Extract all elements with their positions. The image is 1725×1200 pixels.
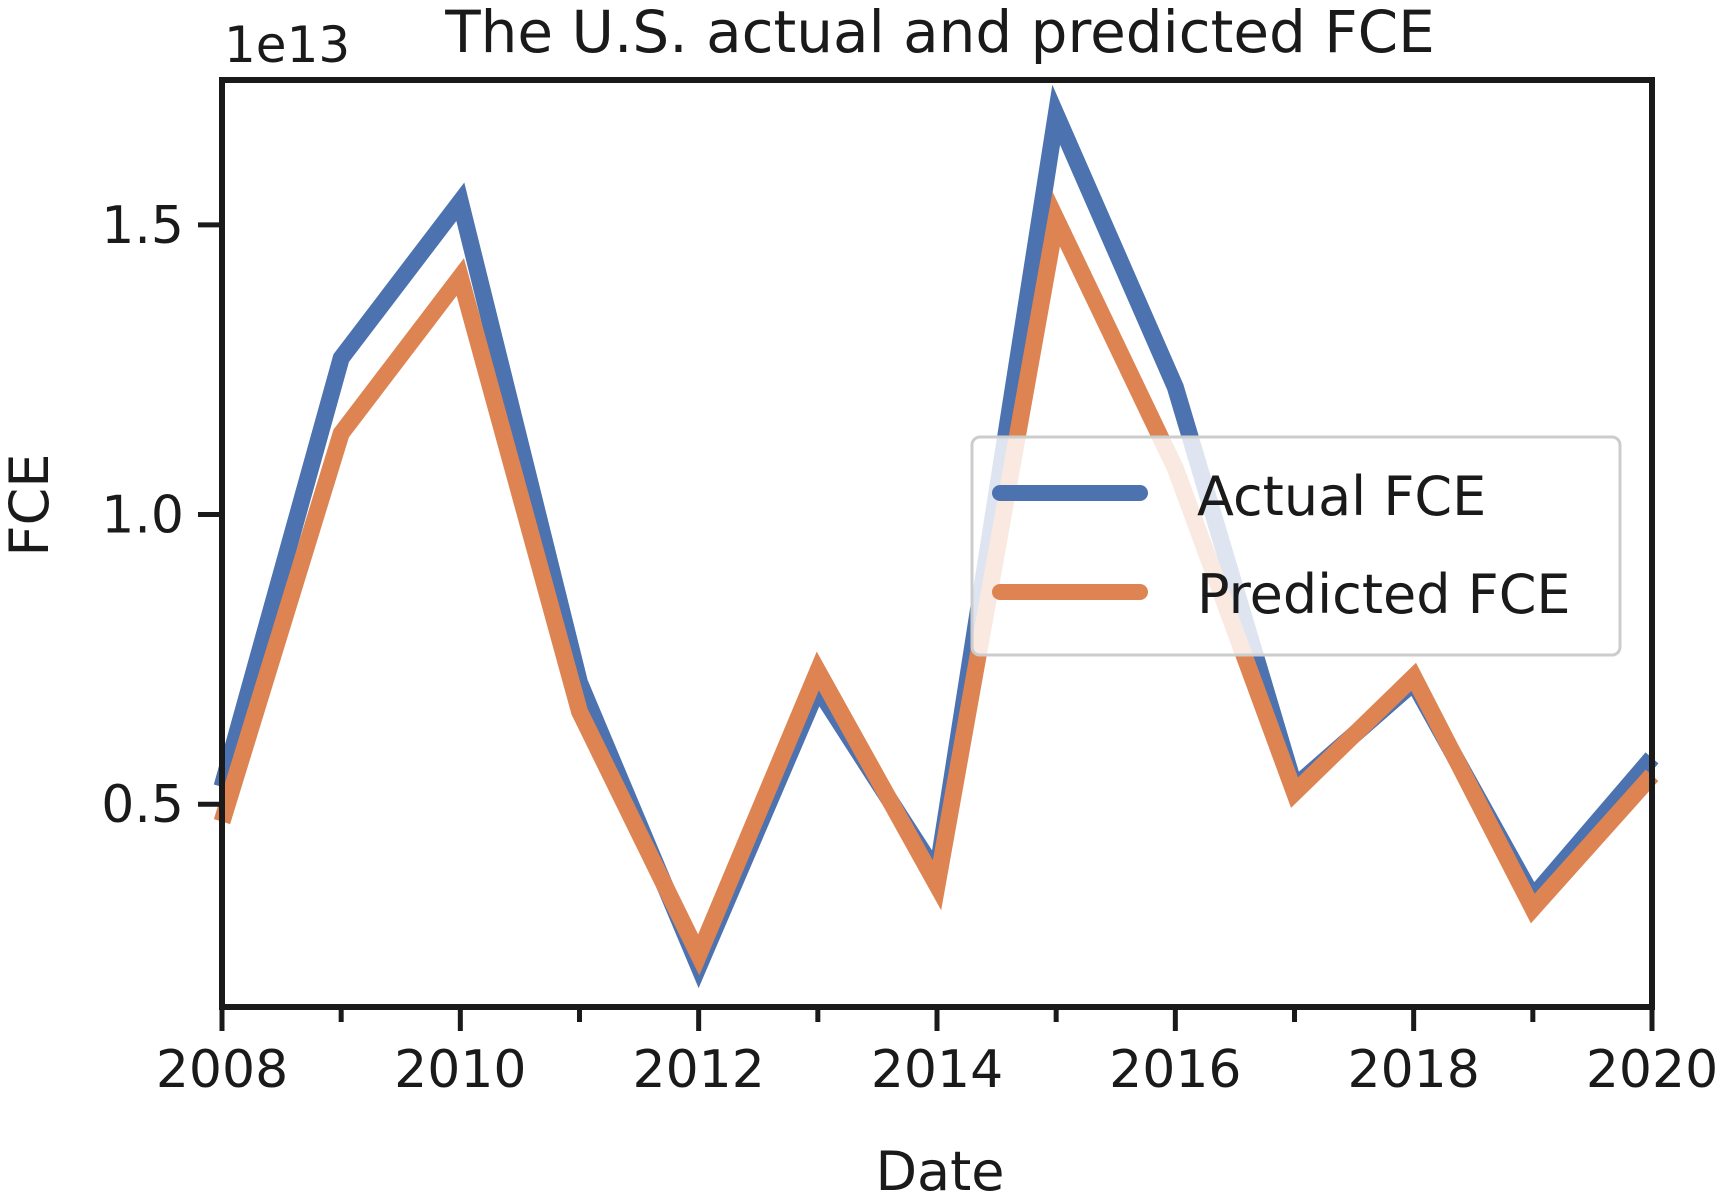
data-point-0-7 bbox=[1055, 114, 1057, 116]
series-layer bbox=[213, 84, 1659, 989]
data-point-1-3 bbox=[579, 711, 580, 712]
data-point-1-7 bbox=[1055, 218, 1057, 220]
legend: Actual FCE Predicted FCE bbox=[970, 435, 1622, 657]
data-point-1-6 bbox=[936, 884, 938, 886]
x-tick-label: 2010 bbox=[394, 1040, 526, 1100]
data-point-1-10 bbox=[1413, 676, 1415, 678]
data-point-1-2 bbox=[459, 276, 461, 278]
y-axis-label: FCE bbox=[0, 454, 61, 557]
y-tick-label: 0.5 bbox=[101, 775, 184, 835]
data-point-1-9 bbox=[1294, 792, 1295, 794]
chart-title: The U.S. actual and predicted FCE bbox=[444, 0, 1435, 66]
legend-label-predicted: Predicted FCE bbox=[1197, 563, 1571, 626]
x-tick-label: 2014 bbox=[871, 1040, 1003, 1100]
data-point-1-5 bbox=[817, 670, 819, 672]
x-tick-label: 2008 bbox=[156, 1040, 288, 1100]
data-point-0-8 bbox=[1174, 386, 1176, 388]
x-tick-label: 2018 bbox=[1347, 1040, 1479, 1100]
x-tick-label: 2012 bbox=[632, 1040, 764, 1100]
x-tick-label: 2020 bbox=[1586, 1040, 1718, 1100]
y-tick-label: 1.0 bbox=[101, 486, 184, 546]
x-axis-label: Date bbox=[875, 1140, 1004, 1200]
data-point-1-1 bbox=[340, 432, 342, 434]
y-offset-label: 1e13 bbox=[224, 16, 350, 74]
y-tick-label: 1.5 bbox=[101, 196, 184, 256]
legend-label-actual: Actual FCE bbox=[1197, 465, 1486, 528]
data-point-1-4 bbox=[698, 954, 700, 956]
ticks-layer: 2008 2010 2012 2014 2016 2018 2020 0.5 1.0 1.5 bbox=[101, 196, 1718, 1100]
data-point-0-2 bbox=[459, 201, 461, 203]
data-point-1-11 bbox=[1532, 908, 1534, 909]
data-point-0-1 bbox=[340, 357, 342, 359]
x-tick-label: 2016 bbox=[1109, 1040, 1241, 1100]
